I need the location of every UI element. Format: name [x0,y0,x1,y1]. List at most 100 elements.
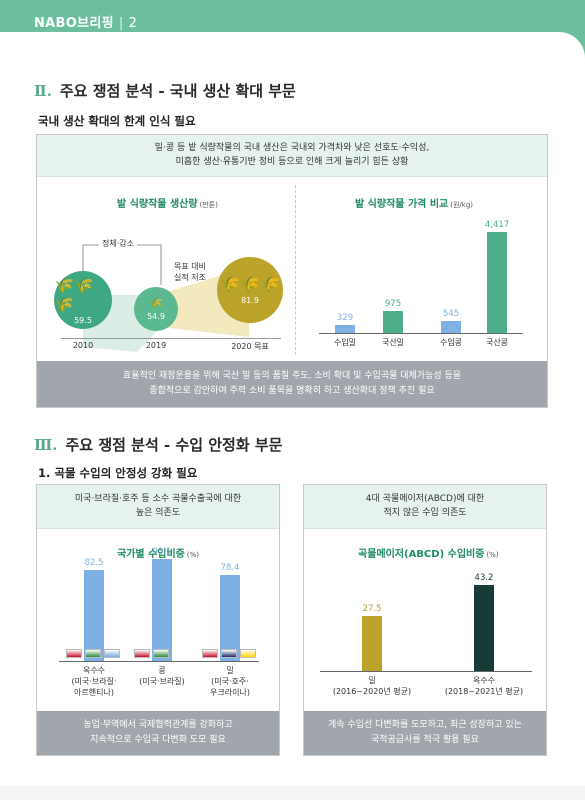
abcd-note-0: (2016~2020년 평균) [332,687,412,696]
price-label-0: 수입밀 [333,338,357,347]
section3-subtitle: 1. 곡물 수입의 안정성 강화 필요 [38,466,198,480]
country-box-footer: 농업·무역에서 국제협력관계를 강화하고 지속적으로 수입국 다변화 도모 필요 [37,711,279,755]
country-footer-line-1: 농업·무역에서 국제협력관계를 강화하고 [83,720,233,730]
target-annotation-line-1: 목표 대비 [174,262,206,271]
country-bar-0 [84,570,104,661]
bubble-2010: 🌾🌾🌾 59.5 [54,271,112,329]
summary-line-1: 밀·콩 등 밭 식량작물의 국내 생산은 국내외 가격차와 낮은 선호도·수익성… [154,143,430,153]
country-chart-title-text: 국가별 수입비중 [117,549,185,560]
production-chart-title: 밭 식량작물 생산량 (만톤) [117,195,218,210]
chart-divider [295,185,296,355]
country-flag-2-1 [221,649,237,658]
price-bar-0 [335,325,355,333]
section2-box: 밀·콩 등 밭 식량작물의 국내 생산은 국내외 가격차와 낮은 선호도·수익성… [36,134,548,408]
production-chart-title-text: 밭 식량작물 생산량 [117,199,198,210]
country-flag-2-0 [202,649,218,658]
price-chart-title: 밭 식량작물 가격 비교 (원/kg) [355,195,473,210]
price-chart-title-text: 밭 식량작물 가격 비교 [355,199,449,210]
abcd-footer-line-2: 국적공급사를 적극 활용 필요 [371,735,479,745]
bubble-2019: 🌾 54.9 [134,287,178,331]
abcd-header-line-1: 4대 곡물메이저(ABCD)에 대한 [365,494,485,504]
abcd-footer-line-1: 계속 수입선 다변화를 도모하고, 최근 성장하고 있는 [328,720,522,730]
production-chart-unit: (만톤) [199,201,218,209]
country-note-2: (미국·호주· 우크라이나) [210,677,250,697]
section2-footer-line-2: 종합적으로 감안하여 주력 소비 품목을 명확히 하고 생산확대 정책 추진 필… [149,386,435,396]
section2-summary: 밀·콩 등 밭 식량작물의 국내 생산은 국내외 가격차와 낮은 선호도·수익성… [37,135,547,177]
section2-subtitle: 국내 생산 확대의 한계 인식 필요 [38,114,196,128]
target-annotation-line-2: 실적 저조 [174,273,206,282]
country-flag-2-2 [240,649,256,658]
abcd-chart-title-text: 곡물메이저(ABCD) 수입비중 [358,549,485,560]
abcd-chart-unit: (%) [486,551,499,559]
country-label-0: 옥수수 [82,666,106,675]
abcd-box-header: 4대 곡물메이저(ABCD)에 대한 적지 않은 수입 의존도 [304,485,546,529]
price-value-0: 329 [336,313,354,324]
price-chart-unit: (원/kg) [450,201,474,209]
price-bar-3 [487,231,507,333]
abcd-box: 4대 곡물메이저(ABCD)에 대한 적지 않은 수입 의존도 곡물메이저(AB… [303,484,547,756]
country-chart-title: 국가별 수입비중 (%) [117,545,199,560]
section2-title-text: 주요 쟁점 분석 - 국내 생산 확대 부문 [59,82,296,100]
page-number: 2 [128,16,138,31]
wheat-icon: 🌾 [149,297,163,310]
summary-line-2: 미흡한 생산·유통기반 정비 등으로 인해 크게 늘리기 힘든 상황 [175,157,409,167]
abcd-bar-0 [362,616,382,671]
country-label-2: 밀 [226,666,234,675]
wheat-icon: 🌾🌾🌾 [54,275,94,314]
country-value-1: 93.1 [152,546,172,557]
country-baseline [59,661,259,662]
price-value-2: 545 [442,308,460,319]
price-value-3: 4,417 [484,219,510,230]
abcd-bar-1 [474,584,494,671]
page-header: NABO브리핑 | 2 [34,12,137,31]
brand-name: NABO브리핑 [34,16,114,31]
abcd-header-line-2: 적지 않은 수입 의존도 [383,508,467,518]
country-box: 미국·브라질·호주 등 소수 곡물수출국에 대한 높은 의존도 국가별 수입비중… [36,484,280,756]
bottom-strip [0,786,585,800]
section3-title: Ⅲ. 주요 쟁점 분석 - 수입 안정화 부문 [34,434,282,455]
stagnant-annotation: 정체·감소 [99,238,137,249]
country-flag-0-2 [104,649,120,658]
country-flag-1-1 [153,649,169,658]
price-value-1: 975 [384,298,402,309]
country-value-0: 82.5 [84,558,104,569]
country-value-2: 78.4 [220,562,240,573]
price-bar-1 [383,310,403,333]
bubble-2010-value: 59.5 [74,315,92,325]
price-label-3: 국산콩 [485,338,509,347]
wheat-icon: 🌾🌾🌾 [220,275,280,294]
abcd-value-1: 43.2 [474,572,494,583]
country-label-1: 콩 [158,666,166,675]
country-footer-line-2: 지속적으로 수입국 다변화 도모 필요 [90,735,226,745]
country-bar-1 [152,558,172,661]
country-note-0: (미국·브라질· 아르헨티나) [71,677,117,697]
production-label-2019: 2019 [145,341,167,350]
bubble-2019-value: 54.9 [147,312,165,321]
price-label-2: 수입콩 [439,338,463,347]
section3-title-text: 주요 쟁점 분석 - 수입 안정화 부문 [65,436,283,454]
production-baseline [61,338,281,339]
abcd-box-footer: 계속 수입선 다변화를 도모하고, 최근 성장하고 있는 국적공급사를 적극 활… [304,711,546,755]
country-box-header: 미국·브라질·호주 등 소수 곡물수출국에 대한 높은 의존도 [37,485,279,529]
section2-footer-line-1: 효율적인 재정운용을 위해 국산 밀 등의 품질 주도, 소비 확대 및 수입곡… [122,371,462,381]
abcd-label-1: 옥수수 [472,676,496,685]
country-note-1: (미국·브라질) [139,677,185,686]
header-separator: | [118,16,124,31]
section2-footer: 효율적인 재정운용을 위해 국산 밀 등의 품질 주도, 소비 확대 및 수입곡… [37,361,547,407]
country-chart-unit: (%) [186,551,200,559]
abcd-note-1: (2018~2021년 평균) [444,687,524,696]
bubble-2020-value: 81.9 [241,296,259,305]
section2-title: Ⅱ. 주요 쟁점 분석 - 국내 생산 확대 부문 [34,80,296,101]
abcd-value-0: 27.5 [362,604,382,614]
price-label-1: 국산밀 [381,338,405,347]
country-header-line-2: 높은 의존도 [135,508,181,518]
abcd-baseline [320,671,532,672]
abcd-label-0: 밀 [368,676,376,685]
abcd-chart-title: 곡물메이저(ABCD) 수입비중 (%) [358,545,499,560]
country-header-line-1: 미국·브라질·호주 등 소수 곡물수출국에 대한 [74,494,242,504]
country-flag-0-1 [85,649,101,658]
section3-number: Ⅲ. [34,436,58,454]
production-label-2020: 2020 목표 [231,342,269,351]
country-bar-2 [220,574,240,661]
target-annotation: 목표 대비 실적 저조 [174,261,206,283]
